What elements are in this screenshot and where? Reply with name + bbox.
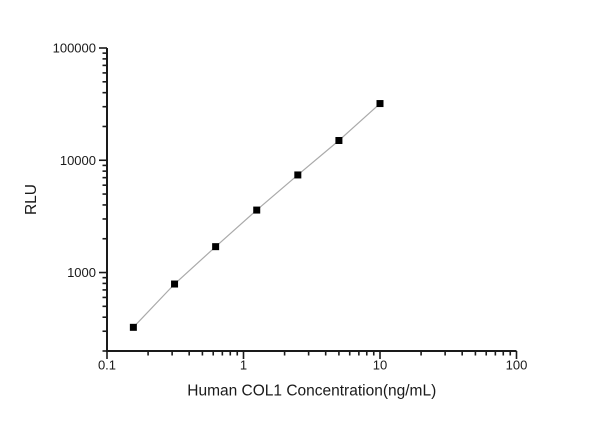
data-point-marker xyxy=(171,280,179,288)
data-point-marker xyxy=(294,171,302,179)
axis-ticks xyxy=(99,47,518,359)
y-tick-label: 100000 xyxy=(53,41,96,56)
x-tick-label: 0.1 xyxy=(98,358,116,373)
data-point-marker xyxy=(212,243,220,251)
x-tick-label: 10 xyxy=(373,358,387,373)
x-tick-label: 100 xyxy=(506,358,528,373)
data-point-marker xyxy=(129,323,137,331)
tick-labels: 0.1 1 10 100 1000 10000 100000 xyxy=(53,41,528,373)
y-tick-label: 10000 xyxy=(60,153,96,168)
axes xyxy=(106,48,517,352)
x-axis-title: Human COL1 Concentration(ng/mL) xyxy=(187,383,436,400)
data-series-layer xyxy=(129,100,384,331)
data-point-marker xyxy=(335,136,343,144)
data-point-marker xyxy=(376,100,384,108)
data-point-marker xyxy=(253,206,261,214)
series-line xyxy=(132,103,381,328)
x-tick-label: 1 xyxy=(240,358,247,373)
y-axis-title: RLU xyxy=(23,184,40,215)
y-tick-label: 1000 xyxy=(67,265,96,280)
